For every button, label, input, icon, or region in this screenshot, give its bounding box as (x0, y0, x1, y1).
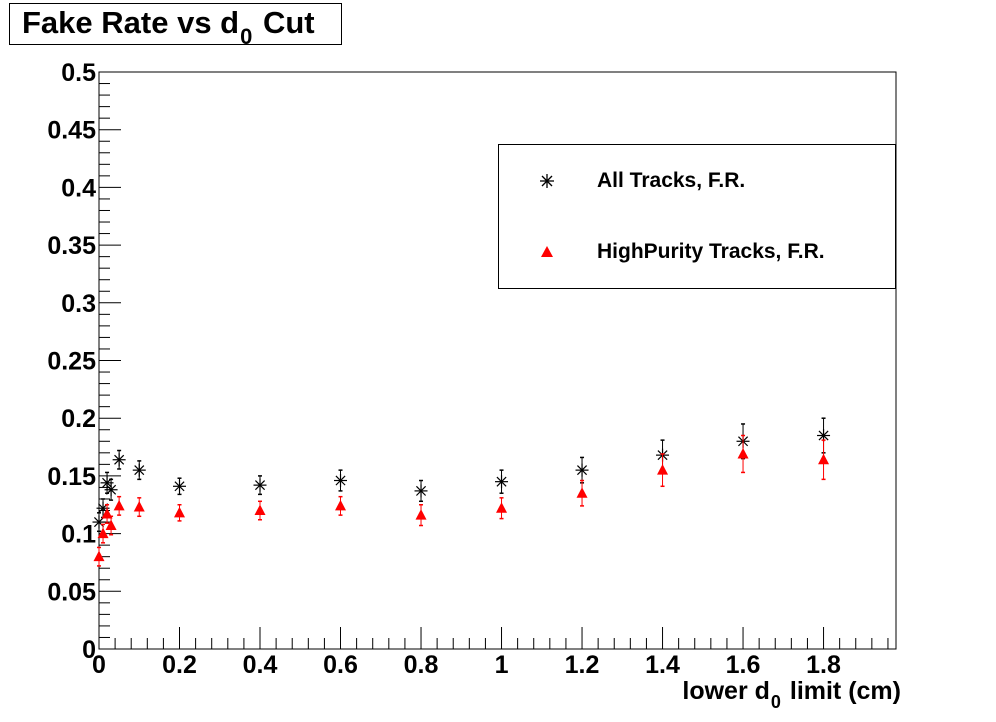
legend-star-icon (540, 174, 554, 188)
data-point-triangle (415, 509, 427, 520)
x-axis-label-subscript: 0 (770, 692, 781, 712)
y-tick-label: 0.2 (61, 405, 96, 433)
star-stroke (114, 454, 125, 465)
y-tick-label: 0.4 (61, 174, 96, 202)
star-stroke (415, 485, 427, 496)
y-tick-label: 0.5 (61, 59, 96, 87)
data-point-triangle (174, 506, 186, 518)
x-axis-label-main: lower d (682, 677, 770, 705)
y-tick-label: 0.45 (47, 117, 96, 145)
data-point-star (132, 463, 146, 477)
star-stroke (93, 517, 105, 528)
data-point-star (495, 475, 509, 489)
star-stroke (496, 476, 507, 487)
data-point-star (112, 453, 126, 467)
data-point-triangle (737, 447, 749, 459)
data-point-triangle (576, 487, 588, 498)
chart-title-subscript: 0 (240, 24, 253, 49)
legend-label-highpurity-tracks: HighPurity Tracks, F.R. (597, 240, 825, 263)
x-axis-label: lower d0 limit (cm) (682, 677, 901, 712)
x-tick-label: 1.8 (806, 651, 841, 679)
chart-title-box: Fake Rate vs d0 Cut (9, 3, 342, 49)
data-point-triangle (657, 464, 669, 475)
y-tick-label: 0.3 (61, 290, 96, 318)
x-axis: 0 0.2 0.4 0.6 0.8 1 1.2 1.4 1.6 1.8 (92, 627, 889, 679)
data-point-triangle (496, 502, 508, 513)
data-point-star (92, 515, 106, 529)
star-stroke (254, 480, 266, 491)
y-axis: 0 0.05 0.1 0.15 0.2 0.25 0.3 0.35 0.4 0.45 0.5 (47, 59, 121, 664)
y-tick-label: 0.35 (47, 232, 96, 260)
x-tick-label: 1.4 (645, 651, 680, 679)
chart-title-tail: Cut (254, 5, 315, 40)
star-stroke (106, 484, 117, 495)
x-tick-label: 1.6 (726, 651, 761, 679)
series-highpurity-tracks (93, 434, 830, 567)
star-stroke (577, 465, 588, 476)
y-tick-label: 0.15 (47, 463, 96, 491)
data-point-star (104, 483, 118, 497)
x-tick-label: 0.2 (162, 651, 197, 679)
data-series (92, 417, 831, 567)
legend: All Tracks, F.R. HighPurity Tracks, F.R. (498, 144, 896, 289)
x-tick-label: 0 (92, 651, 106, 679)
legend-label-all-tracks: All Tracks, F.R. (597, 169, 746, 192)
data-point-star (253, 478, 267, 492)
x-tick-label: 0.4 (243, 651, 278, 679)
y-tick-label: 0.25 (47, 348, 96, 376)
chart-title-main: Fake Rate vs d (22, 5, 240, 40)
x-tick-label: 0.6 (323, 651, 358, 679)
star-stroke (335, 475, 346, 486)
data-point-triangle (93, 550, 105, 562)
x-axis-label-tail: limit (cm) (782, 677, 901, 705)
star-stroke (134, 465, 145, 476)
data-point-triangle (335, 499, 347, 511)
y-tick-label: 0.1 (61, 521, 96, 549)
data-point-triangle (113, 499, 125, 511)
y-tick-label: 0 (82, 636, 96, 664)
data-point-triangle (133, 501, 145, 512)
x-tick-label: 0.8 (404, 651, 439, 679)
chart-title: Fake Rate vs d0 Cut (22, 5, 315, 49)
data-point-star (173, 479, 187, 493)
star-stroke (174, 481, 185, 492)
x-tick-label: 1.2 (565, 651, 600, 679)
data-point-star (334, 474, 348, 488)
series-all-tracks (92, 417, 831, 533)
data-point-triangle (254, 504, 266, 516)
data-point-triangle (97, 527, 109, 539)
data-point-triangle (818, 453, 830, 465)
star-stroke (818, 430, 829, 441)
x-tick-label: 1 (495, 651, 509, 679)
y-tick-label: 0.05 (47, 578, 96, 606)
data-point-star (575, 463, 589, 477)
data-point-star (414, 484, 428, 498)
legend-triangle-icon (541, 246, 553, 257)
data-point-triangle (105, 519, 117, 531)
